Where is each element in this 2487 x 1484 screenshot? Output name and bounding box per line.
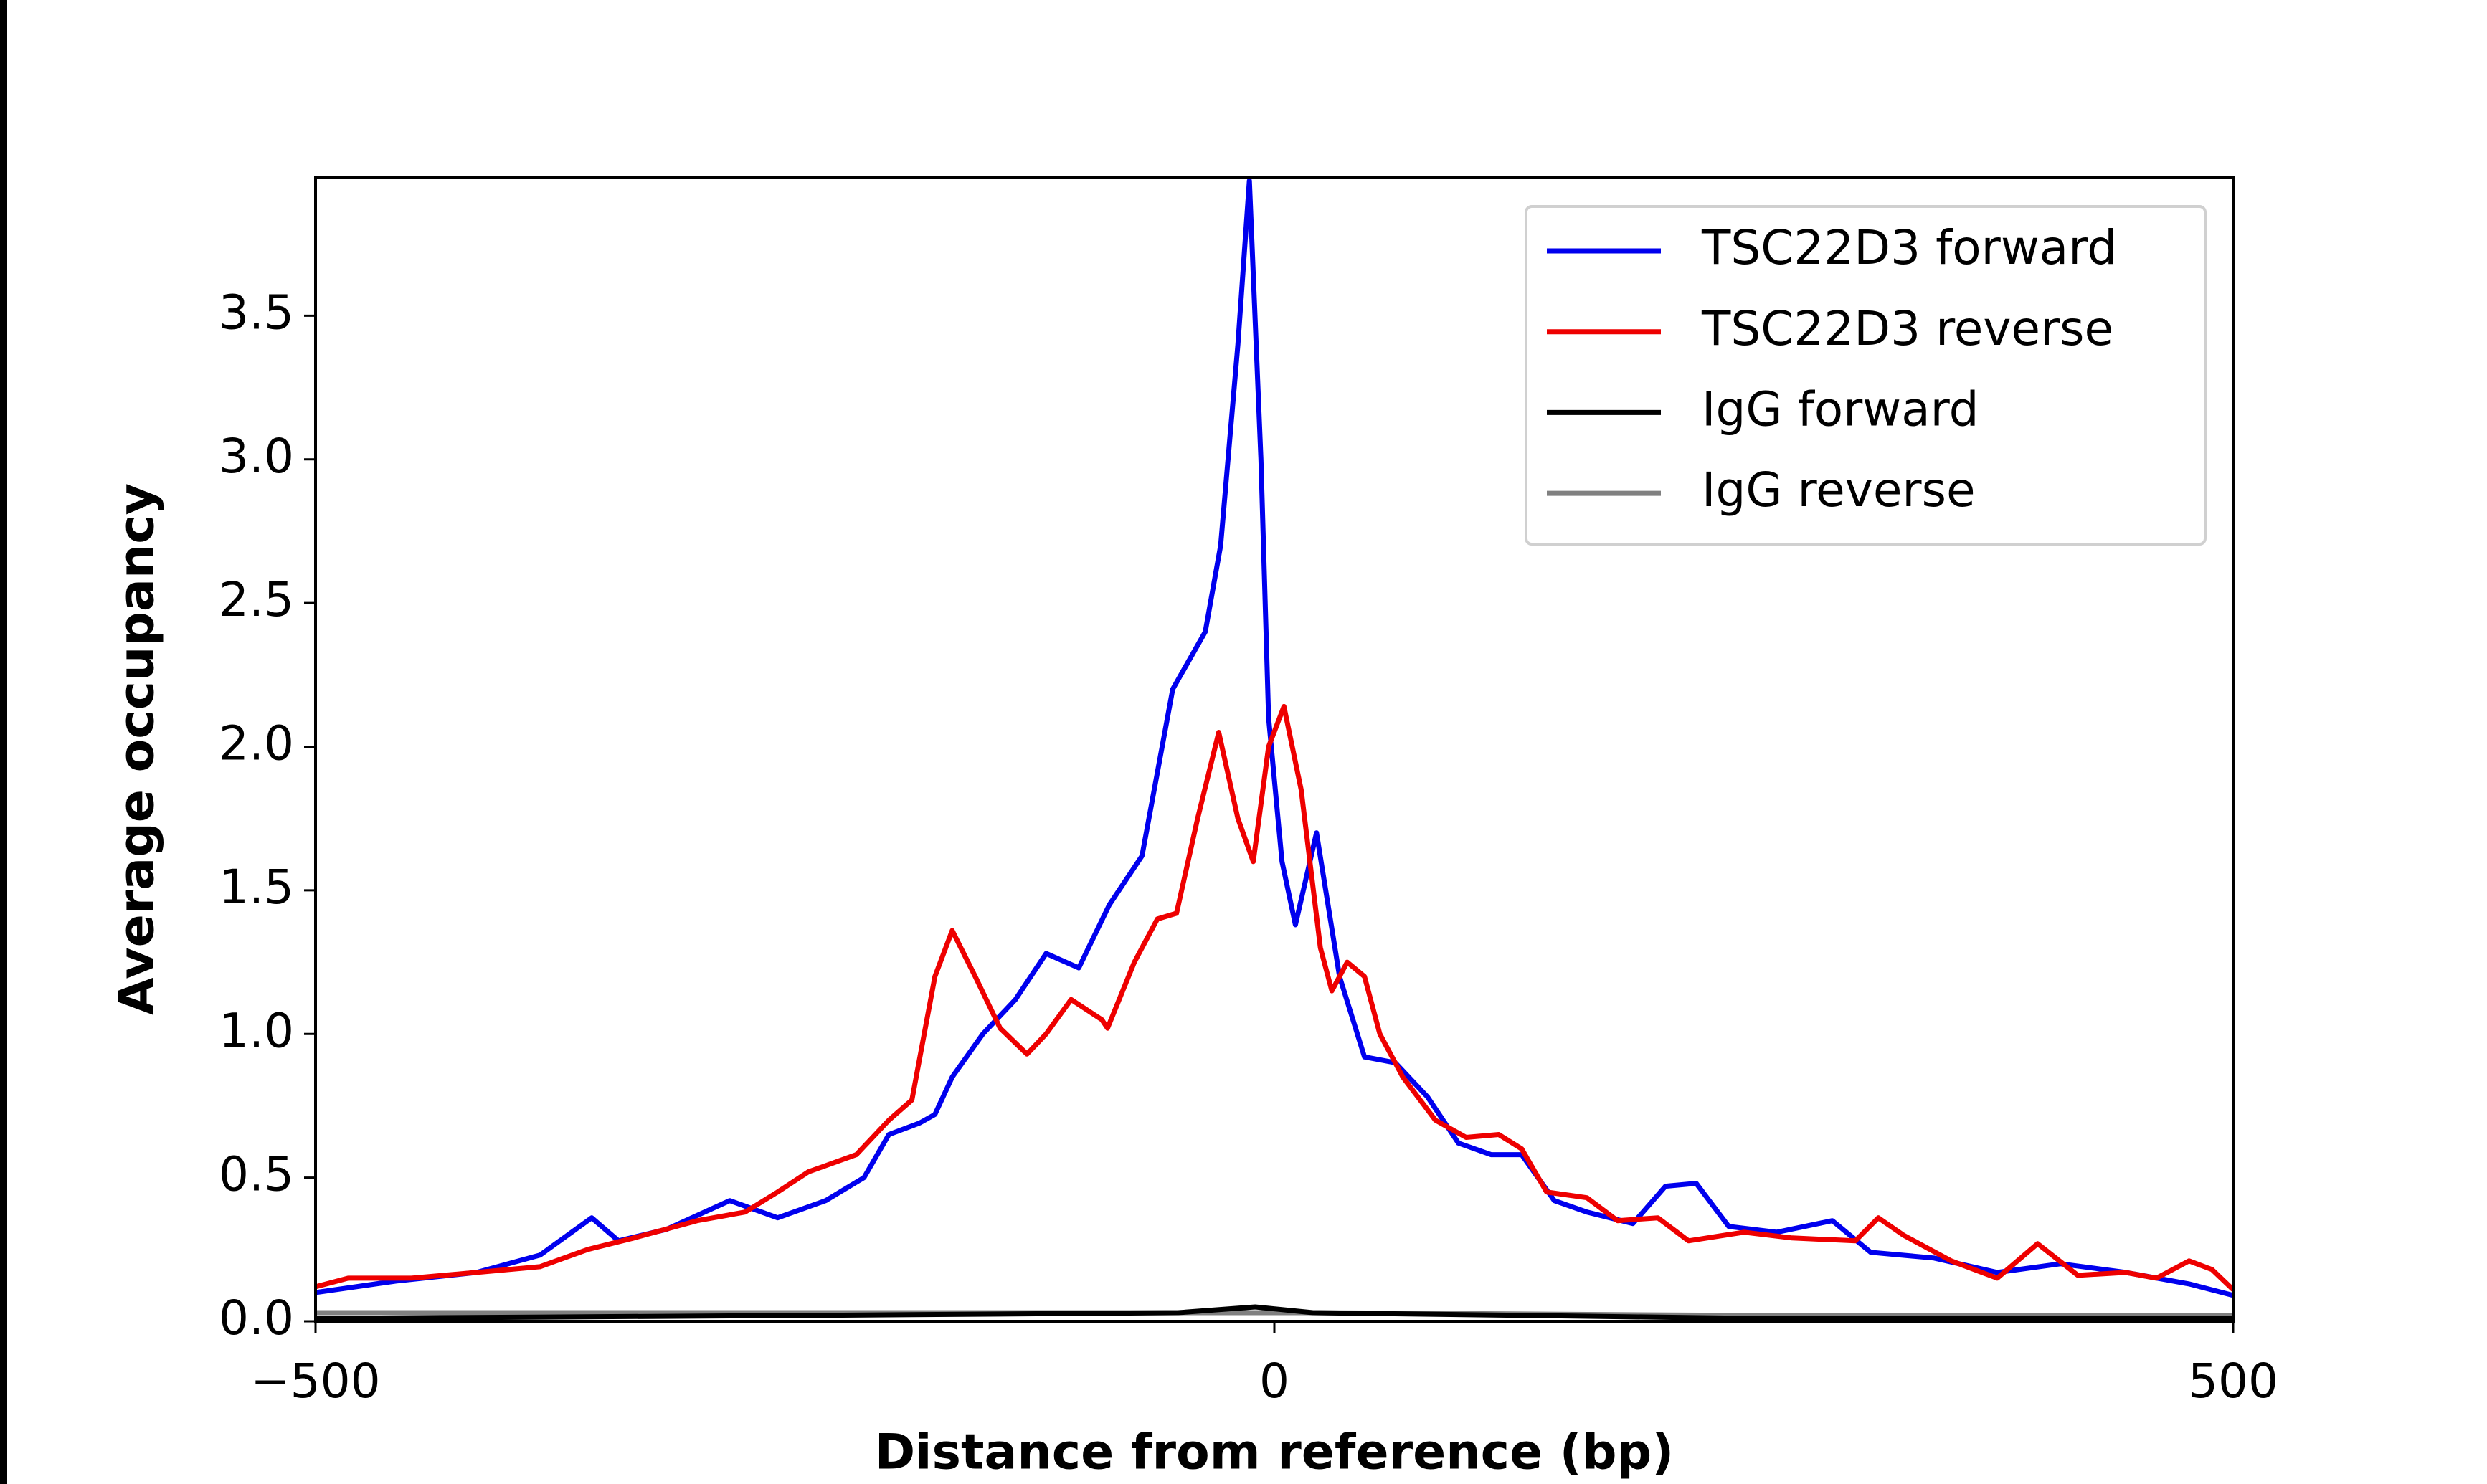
plot-frame [314, 176, 2235, 1323]
legend-label: TSC22D3 reverse [1701, 301, 2113, 356]
y-tick-label: 3.5 [219, 285, 294, 340]
line-series [316, 1310, 2233, 1318]
x-tick-label: −500 [250, 1354, 380, 1409]
x-tick-label: 0 [1259, 1354, 1289, 1409]
x-tick-label: 500 [2188, 1354, 2278, 1409]
line-series [316, 703, 2233, 1292]
legend: TSC22D3 forward TSC22D3 reverse IgG forwar… [1525, 205, 2207, 546]
y-axis-label: Average occupancy [109, 483, 166, 1015]
legend-label: IgG forward [1702, 381, 1979, 437]
edge-bar [0, 0, 7, 1484]
y-tick-label: 1.5 [219, 860, 294, 915]
y-tick-label: 3.0 [219, 429, 294, 484]
y-tick-label: 2.5 [219, 572, 294, 627]
legend-label: IgG reverse [1702, 462, 1976, 518]
line-series [316, 1304, 2233, 1321]
x-axis-label: Distance from reference (bp) [875, 1424, 1674, 1481]
line-series [316, 178, 2233, 1298]
legend-box [1525, 205, 2207, 546]
y-tick-label: 1.0 [219, 1003, 294, 1058]
y-tick-label: 0.5 [219, 1147, 294, 1202]
legend-label: TSC22D3 forward [1701, 220, 2117, 275]
y-tick-label: 2.0 [219, 716, 294, 771]
y-tick-label: 0.0 [219, 1290, 294, 1346]
